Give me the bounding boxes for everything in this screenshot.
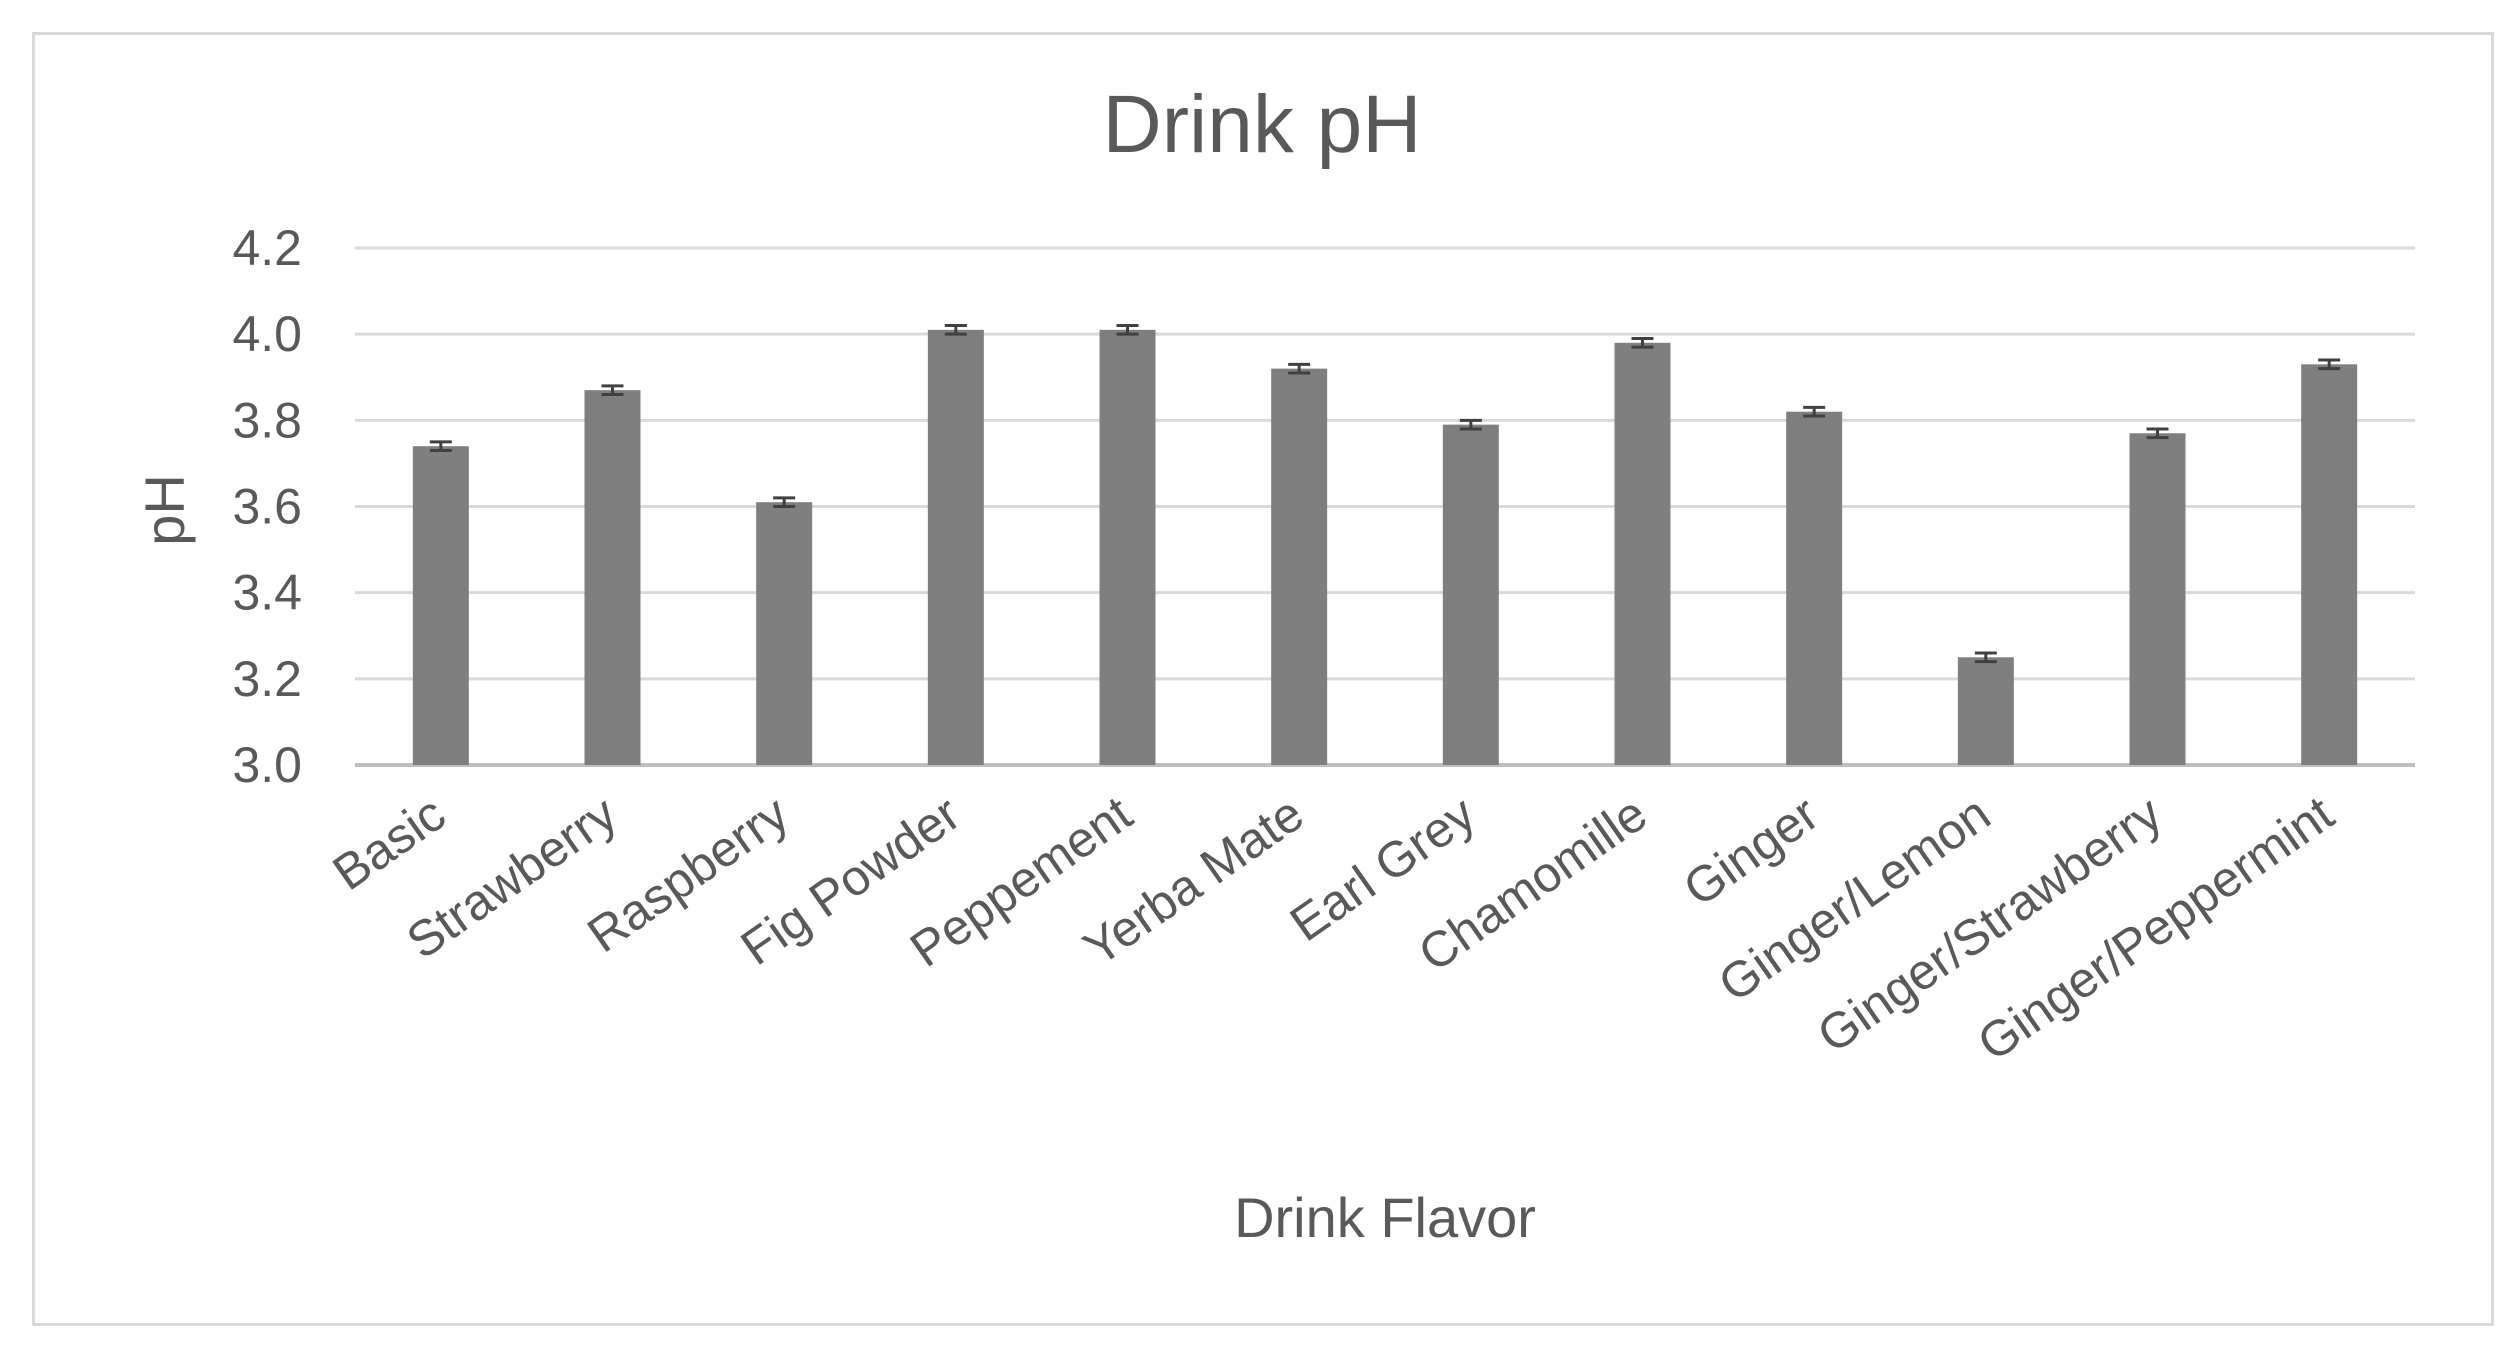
y-tick-label: 3.2 — [232, 651, 302, 707]
bar — [412, 446, 469, 765]
error-bar — [2146, 427, 2169, 440]
error-bar — [1459, 418, 1482, 431]
y-tick-label: 4.0 — [232, 306, 302, 362]
error-bar — [944, 324, 967, 336]
error-bars — [429, 324, 2341, 664]
y-tick-labels: 3.0 3.2 3.4 3.6 3.8 4.0 4.2 — [232, 220, 302, 793]
error-bar — [1288, 362, 1311, 375]
bar — [1957, 657, 2014, 765]
chart-title: Drink pH — [1103, 79, 1422, 170]
bar — [2301, 364, 2358, 765]
y-tick-label: 3.4 — [232, 565, 302, 621]
bar — [756, 502, 813, 765]
bar — [1099, 329, 1156, 765]
bar — [1271, 368, 1328, 765]
bar — [927, 329, 984, 765]
gridlines — [355, 246, 2415, 767]
x-tick-label: Basic — [323, 785, 455, 901]
error-bar — [1631, 336, 1654, 349]
error-bar — [2318, 358, 2341, 371]
error-bar — [601, 384, 624, 396]
error-bar — [1803, 405, 1826, 418]
y-tick-label: 4.2 — [232, 220, 302, 276]
y-tick-label: 3.8 — [232, 392, 302, 448]
bar — [1614, 342, 1671, 765]
x-axis-label: Drink Flavor — [1234, 1186, 1536, 1249]
bars — [412, 329, 2358, 765]
bar — [1786, 411, 1843, 765]
x-tick-label: Ginger — [1673, 785, 1828, 917]
error-bar — [1116, 324, 1139, 336]
y-tick-label: 3.0 — [232, 737, 302, 793]
bar — [1442, 424, 1499, 765]
y-axis-label: pH — [133, 474, 196, 546]
error-bar — [1974, 651, 1997, 664]
y-tick-label: 3.6 — [232, 479, 302, 535]
error-bar — [773, 496, 796, 508]
error-bar — [429, 440, 452, 452]
bar — [584, 390, 641, 765]
bar — [2129, 433, 2186, 765]
